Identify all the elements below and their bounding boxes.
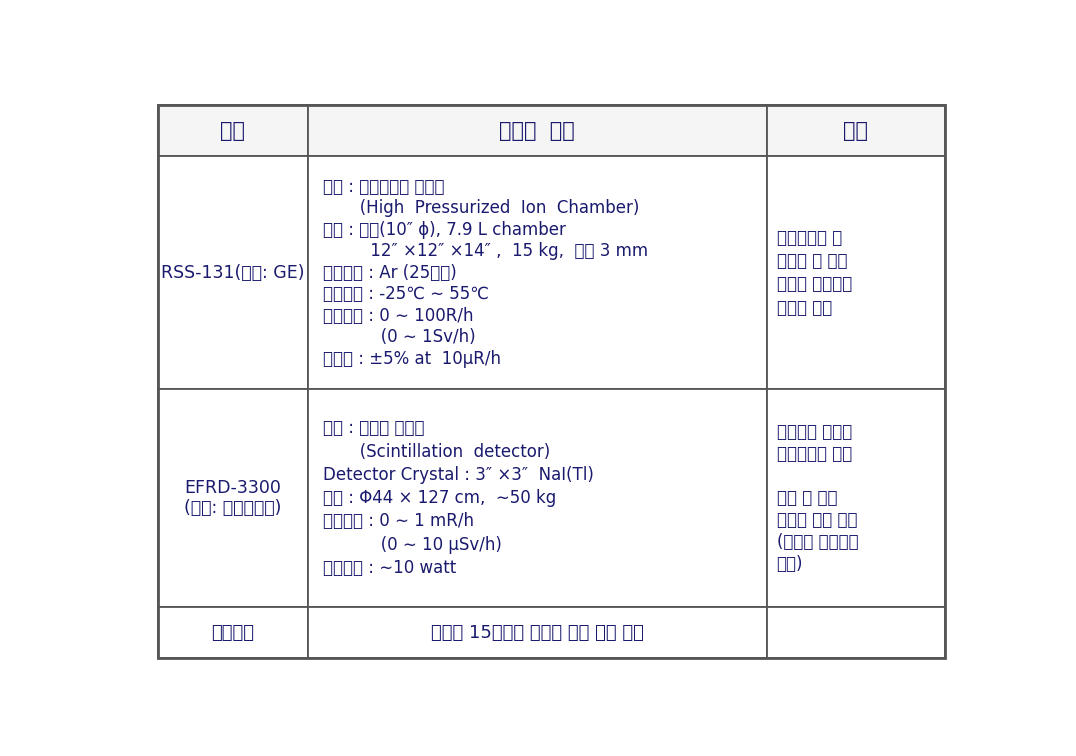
Text: 형식 : 섬광형 검출기: 형식 : 섬광형 검출기 xyxy=(323,420,425,437)
Bar xyxy=(158,389,308,607)
Text: (0 ∼ 1Sv/h): (0 ∼ 1Sv/h) xyxy=(323,328,476,346)
Text: 정확도 : ±5% at  10μR/h: 정확도 : ±5% at 10μR/h xyxy=(323,350,501,368)
Text: 12″ ×12″ ×14″ ,  15 kg,  두께 3 mm: 12″ ×12″ ×14″ , 15 kg, 두께 3 mm xyxy=(323,242,648,260)
Text: (High  Pressurized  Ion  Chamber): (High Pressurized Ion Chamber) xyxy=(323,199,639,217)
Text: 측정범위 : 0 ∼ 1 mR/h: 측정범위 : 0 ∼ 1 mR/h xyxy=(323,513,475,531)
Text: Detector Crystal : 3″ ×3″  NaI(Tl): Detector Crystal : 3″ ×3″ NaI(Tl) xyxy=(323,466,594,484)
Text: 비고: 비고 xyxy=(844,121,868,141)
Text: 크기 : Φ44 × 127 cm,  ∼50 kg: 크기 : Φ44 × 127 cm, ∼50 kg xyxy=(323,489,556,507)
Text: 환경에 존재하는: 환경에 존재하는 xyxy=(777,275,852,293)
Text: 측정범위 : 0 ∼ 100R/h: 측정범위 : 0 ∼ 100R/h xyxy=(323,307,473,325)
Text: RSS-131(미국: GE): RSS-131(미국: GE) xyxy=(161,264,305,282)
Bar xyxy=(766,389,945,607)
Bar xyxy=(308,389,766,607)
Text: 방사선 구분 가능: 방사선 구분 가능 xyxy=(777,511,856,529)
Text: EFRD-3300
(한국: 세트렉아이): EFRD-3300 (한국: 세트렉아이) xyxy=(184,479,282,517)
Text: 방사선 측정: 방사선 측정 xyxy=(777,299,832,317)
Text: 평상시 15분에서 비상시 주기 단축 가능: 평상시 15분에서 비상시 주기 단축 가능 xyxy=(430,624,643,642)
Bar xyxy=(158,105,308,156)
Text: 자연 및 인공: 자연 및 인공 xyxy=(777,489,837,507)
Text: 모델: 모델 xyxy=(221,121,245,141)
Text: 사용전력 : ∼10 watt: 사용전력 : ∼10 watt xyxy=(323,559,456,577)
Text: (0 ∼ 10 μSv/h): (0 ∼ 10 μSv/h) xyxy=(323,536,501,553)
Text: 환경방사선 측정: 환경방사선 측정 xyxy=(777,445,852,463)
Text: 온도범위 : -25℃ ∼ 55℃: 온도범위 : -25℃ ∼ 55℃ xyxy=(323,285,489,303)
Bar xyxy=(766,156,945,389)
Text: 충진기체 : Ar (25기압): 충진기체 : Ar (25기압) xyxy=(323,264,456,282)
Text: (에너지 스펙트럼: (에너지 스펙트럼 xyxy=(777,533,859,551)
Bar xyxy=(158,607,308,658)
Bar xyxy=(766,607,945,658)
Bar xyxy=(308,156,766,389)
Text: 검출기  특성: 검출기 특성 xyxy=(499,121,576,141)
Text: 측정주기: 측정주기 xyxy=(211,624,254,642)
Bar xyxy=(308,607,766,658)
Text: 우주선 등 주변: 우주선 등 주변 xyxy=(777,252,847,270)
Text: 우주선을 제외한: 우주선을 제외한 xyxy=(777,423,852,441)
Bar xyxy=(766,105,945,156)
Text: 형식 : 가압전리함 검출기: 형식 : 가압전리함 검출기 xyxy=(323,178,444,196)
Text: (Scintillation  detector): (Scintillation detector) xyxy=(323,442,550,460)
Text: 생성): 생성) xyxy=(777,556,803,574)
Bar xyxy=(158,156,308,389)
Text: 모양 : 구형(10″ ϕ), 7.9 L chamber: 모양 : 구형(10″ ϕ), 7.9 L chamber xyxy=(323,221,566,239)
Bar xyxy=(308,105,766,156)
Text: 지각방사선 및: 지각방사선 및 xyxy=(777,229,841,246)
